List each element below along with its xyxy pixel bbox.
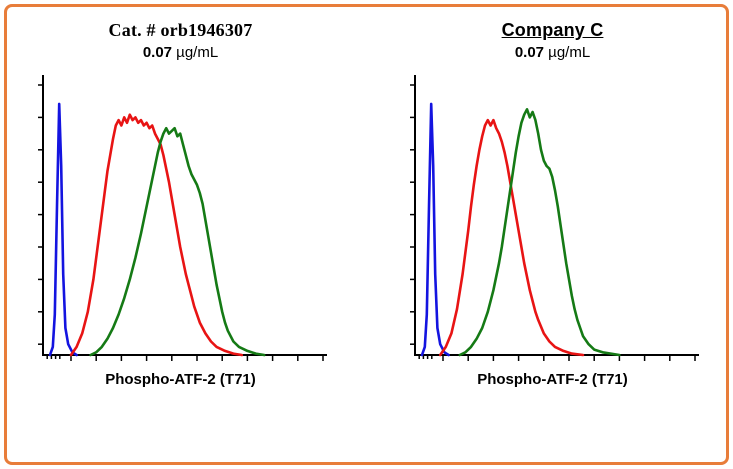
red-histogram-curve [69, 112, 243, 356]
dose-value: 0.07 [142, 43, 173, 61]
right-panel: Company C 0.07 µg/mL Phospho-ATF-2 (T71) [388, 19, 718, 388]
green-histogram-curve [88, 126, 265, 356]
left-panel-dose: 0.07 µg/mL [143, 44, 218, 61]
blue-histogram-curve [48, 102, 78, 356]
red-histogram-curve [438, 118, 584, 356]
flow-histogram-chart-left [37, 74, 327, 361]
dose-units: µg/mL [544, 43, 591, 61]
dose-units: µg/mL [172, 43, 219, 61]
left-panel: Cat. # orb1946307 0.07 µg/mL Phospho-ATF… [16, 19, 346, 388]
panels-row: Cat. # orb1946307 0.07 µg/mL Phospho-ATF… [7, 7, 726, 388]
dose-value: 0.07 [514, 43, 545, 61]
outer-orange-frame: Cat. # orb1946307 0.07 µg/mL Phospho-ATF… [4, 4, 729, 465]
right-panel-title: Company C [501, 20, 604, 40]
right-x-axis-label: Phospho-ATF-2 (T71) [477, 370, 628, 388]
left-x-axis-label: Phospho-ATF-2 (T71) [105, 370, 256, 388]
green-histogram-curve [457, 107, 621, 356]
flow-histogram-chart-right [409, 74, 699, 361]
left-panel-title: Cat. # orb1946307 [108, 20, 253, 40]
blue-histogram-curve [420, 102, 450, 356]
right-panel-dose: 0.07 µg/mL [515, 44, 590, 61]
